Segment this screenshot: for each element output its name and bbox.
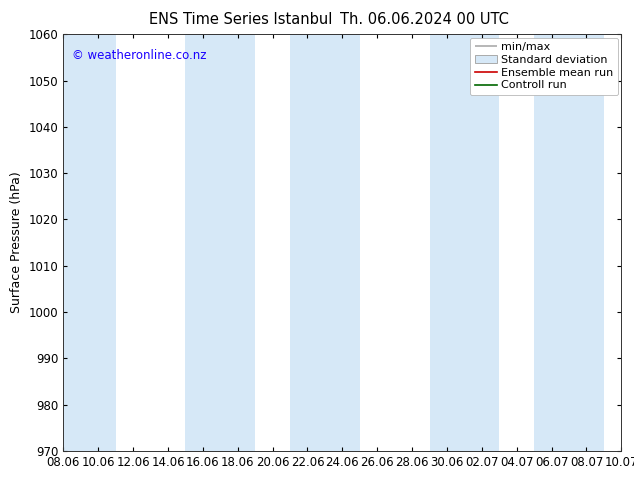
Text: © weatheronline.co.nz: © weatheronline.co.nz <box>72 49 206 62</box>
Bar <box>429 34 500 451</box>
Bar <box>185 34 255 451</box>
Text: Th. 06.06.2024 00 UTC: Th. 06.06.2024 00 UTC <box>340 12 509 27</box>
Legend: min/max, Standard deviation, Ensemble mean run, Controll run: min/max, Standard deviation, Ensemble me… <box>470 38 618 95</box>
Bar <box>46 34 115 451</box>
Bar <box>534 34 604 451</box>
Text: ENS Time Series Istanbul: ENS Time Series Istanbul <box>149 12 333 27</box>
Bar <box>290 34 359 451</box>
Y-axis label: Surface Pressure (hPa): Surface Pressure (hPa) <box>10 172 23 314</box>
